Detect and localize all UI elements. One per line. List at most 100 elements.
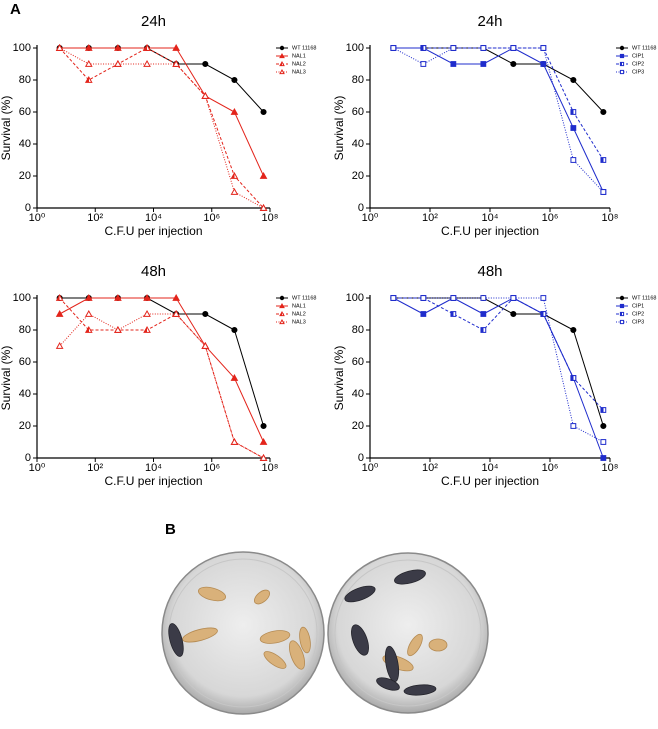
data-point <box>84 309 93 317</box>
panel-label: A <box>10 1 21 18</box>
data-point <box>55 293 64 301</box>
y-axis-label: Survival (%) <box>332 346 346 411</box>
data-point <box>600 455 607 461</box>
data-point <box>172 43 181 51</box>
series-line <box>393 297 604 459</box>
x-tick-label: 10⁶ <box>203 212 220 224</box>
photo <box>161 551 489 715</box>
y-tick-label: 20 <box>352 170 364 182</box>
x-tick-label: 10² <box>422 212 438 224</box>
data-point <box>600 157 607 163</box>
data-point <box>420 61 427 67</box>
y-tick-label: 40 <box>19 388 31 400</box>
data-point <box>202 310 209 318</box>
data-point <box>420 295 427 301</box>
series-line <box>393 297 604 443</box>
x-tick-label: 10² <box>422 462 438 474</box>
data-point <box>450 61 457 67</box>
x-axis-label: C.F.U per injection <box>441 474 539 488</box>
data-point <box>230 187 239 195</box>
x-tick-label: 10⁰ <box>29 462 46 474</box>
y-tick-label: 100 <box>13 292 31 304</box>
legend-label: CIP3 <box>632 69 644 75</box>
data-point <box>84 43 93 51</box>
data-point <box>570 125 577 131</box>
y-tick-label: 60 <box>352 356 364 368</box>
data-point <box>600 439 607 445</box>
data-point <box>231 326 238 334</box>
data-point <box>230 437 239 445</box>
data-point <box>84 293 93 301</box>
data-point <box>55 43 64 51</box>
x-tick-label: 10⁸ <box>602 212 619 224</box>
y-tick-label: 80 <box>352 74 364 86</box>
legend-marker <box>619 61 625 67</box>
x-tick-label: 10⁰ <box>362 212 379 224</box>
data-point <box>259 453 268 461</box>
data-point <box>570 109 577 115</box>
x-tick-label: 10⁴ <box>482 212 499 224</box>
chart-title: 24h <box>141 13 166 30</box>
legend-label: NAL1 <box>292 53 306 59</box>
data-point <box>390 45 397 51</box>
legend-marker <box>619 311 625 317</box>
data-point <box>540 295 547 301</box>
y-tick-label: 40 <box>19 138 31 150</box>
legend-marker <box>279 302 285 309</box>
data-point <box>450 295 457 301</box>
data-point <box>55 341 64 349</box>
data-point <box>114 325 122 333</box>
legend-label: NAL1 <box>292 303 306 309</box>
legend-label: NAL3 <box>292 69 306 75</box>
x-axis-label: C.F.U per injection <box>104 474 202 488</box>
data-point <box>450 45 457 51</box>
y-axis-label: Survival (%) <box>332 96 346 161</box>
data-point <box>201 91 210 99</box>
y-tick-label: 20 <box>19 170 31 182</box>
legend-label: WT 11168 <box>292 45 316 51</box>
data-point <box>570 157 577 163</box>
data-point <box>259 203 268 211</box>
legend-marker <box>619 303 625 309</box>
legend-label: CIP1 <box>632 303 644 309</box>
data-point <box>114 43 122 51</box>
legend-marker <box>619 53 625 59</box>
y-axis-label: Survival (%) <box>0 346 13 411</box>
data-point <box>510 310 517 318</box>
data-point <box>172 59 181 67</box>
data-point <box>114 293 122 301</box>
y-tick-label: 0 <box>25 452 31 464</box>
panel-label: B <box>165 521 176 538</box>
data-point <box>420 311 427 317</box>
legend-marker <box>279 295 285 301</box>
x-tick-label: 10² <box>87 462 103 474</box>
legend-label: NAL3 <box>292 319 306 325</box>
data-point <box>420 45 427 51</box>
data-point <box>143 43 151 51</box>
legend-marker <box>279 45 285 51</box>
y-tick-label: 20 <box>352 420 364 432</box>
x-axis-label: C.F.U per injection <box>441 224 539 238</box>
legend-marker <box>279 68 285 75</box>
data-point <box>600 407 607 413</box>
legend-marker <box>279 60 285 67</box>
data-point <box>230 107 239 115</box>
series-line <box>393 47 604 193</box>
data-point <box>114 59 122 67</box>
legend-marker <box>279 310 285 317</box>
x-tick-label: 10⁸ <box>262 462 279 474</box>
legend-marker <box>619 69 625 75</box>
chart-title: 24h <box>477 13 502 30</box>
series-line <box>59 297 264 443</box>
y-tick-label: 0 <box>25 202 31 214</box>
series-line <box>59 297 265 427</box>
series-line <box>59 313 264 459</box>
legend-label: CIP1 <box>632 53 644 59</box>
data-point <box>480 311 487 317</box>
data-point <box>230 373 239 381</box>
data-point <box>259 437 268 445</box>
series-line <box>393 47 604 193</box>
data-point <box>480 295 487 301</box>
y-axis-label: Survival (%) <box>0 96 13 161</box>
